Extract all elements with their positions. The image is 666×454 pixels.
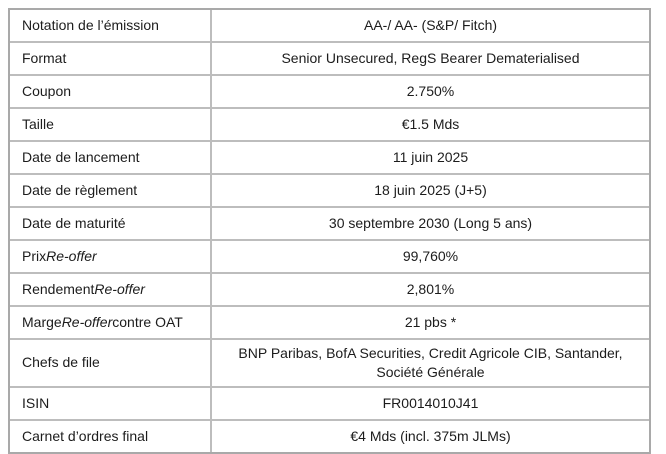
row-value: BNP Paribas, BofA Securities, Credit Agr… xyxy=(238,345,623,380)
label-segment: contre OAT xyxy=(112,314,183,331)
row-label: Taille xyxy=(10,109,212,140)
row-label: Rendement Re-offer xyxy=(10,274,212,305)
table-row: Date de lancement 11 juin 2025 xyxy=(10,142,649,175)
label-segment: Coupon xyxy=(22,83,72,100)
row-value: 99,760% xyxy=(402,248,459,265)
row-value: 18 juin 2025 (J+5) xyxy=(374,182,487,199)
row-label: ISIN xyxy=(10,387,212,419)
bond-terms-table: Notation de l’émission AA-/ AA- (S&P/ Fit… xyxy=(8,8,651,454)
row-value: 2.750% xyxy=(406,83,455,100)
table-row: Marge Re-offer contre OAT 21 pbs * xyxy=(10,307,649,340)
row-label: Coupon xyxy=(10,76,212,107)
label-italic-segment: Re-offer xyxy=(94,281,145,298)
row-label: Format xyxy=(10,43,212,74)
table-row: Coupon 2.750% xyxy=(10,76,649,109)
label-segment: Notation de l’émission xyxy=(22,17,159,34)
table-row: Chefs de file BNP Paribas, BofA Securitie… xyxy=(10,340,649,388)
table-row: Taille €1.5 Mds xyxy=(10,109,649,142)
label-segment: Carnet d’ordres final xyxy=(22,427,149,444)
row-value: €4 Mds (incl. 375m JLMs) xyxy=(350,427,511,444)
row-value: Senior Unsecured, RegS Bearer Dematerial… xyxy=(281,50,580,67)
row-label: Prix Re-offer xyxy=(10,241,212,272)
row-label: Chefs de file xyxy=(10,340,212,386)
row-label: Date de maturité xyxy=(10,208,212,239)
label-segment: ISIN xyxy=(22,394,50,411)
row-label: Date de règlement xyxy=(10,175,212,206)
table-row: Rendement Re-offer 2,801% xyxy=(10,274,649,307)
label-segment: Date de lancement xyxy=(22,149,140,166)
row-value: 21 pbs * xyxy=(404,314,457,331)
row-value: FR0014010J41 xyxy=(382,394,479,411)
label-segment: Prix xyxy=(22,248,47,265)
label-segment: Date de règlement xyxy=(22,182,138,199)
row-label: Notation de l’émission xyxy=(10,10,212,41)
label-segment: Format xyxy=(22,50,67,67)
row-value: 2,801% xyxy=(406,281,455,298)
row-value: 11 juin 2025 xyxy=(392,149,469,166)
label-italic-segment: Re-offer xyxy=(46,248,97,265)
row-value: 30 septembre 2030 (Long 5 ans) xyxy=(328,215,533,232)
table-row: ISIN FR0014010J41 xyxy=(10,387,649,421)
row-value: AA-/ AA- (S&P/ Fitch) xyxy=(363,17,498,34)
table-row: Carnet d’ordres final €4 Mds (incl. 375m … xyxy=(10,420,649,452)
table-row: Date de règlement 18 juin 2025 (J+5) xyxy=(10,175,649,208)
row-label: Marge Re-offer contre OAT xyxy=(10,307,212,338)
row-value: €1.5 Mds xyxy=(401,116,460,133)
label-italic-segment: Re-offer xyxy=(61,314,113,331)
row-label: Date de lancement xyxy=(10,142,212,173)
table-row: Date de maturité 30 septembre 2030 (Long … xyxy=(10,208,649,241)
table-row: Notation de l’émission AA-/ AA- (S&P/ Fit… xyxy=(10,10,649,43)
row-label: Carnet d’ordres final xyxy=(10,420,212,452)
label-segment: Rendement xyxy=(22,281,95,298)
label-segment: Taille xyxy=(22,116,54,133)
table-row: Prix Re-offer 99,760% xyxy=(10,241,649,274)
label-segment: Chefs de file xyxy=(22,354,100,371)
label-segment: Marge xyxy=(22,314,62,331)
label-segment: Date de maturité xyxy=(22,215,126,232)
table-row: Format Senior Unsecured, RegS Bearer Dema… xyxy=(10,43,649,76)
